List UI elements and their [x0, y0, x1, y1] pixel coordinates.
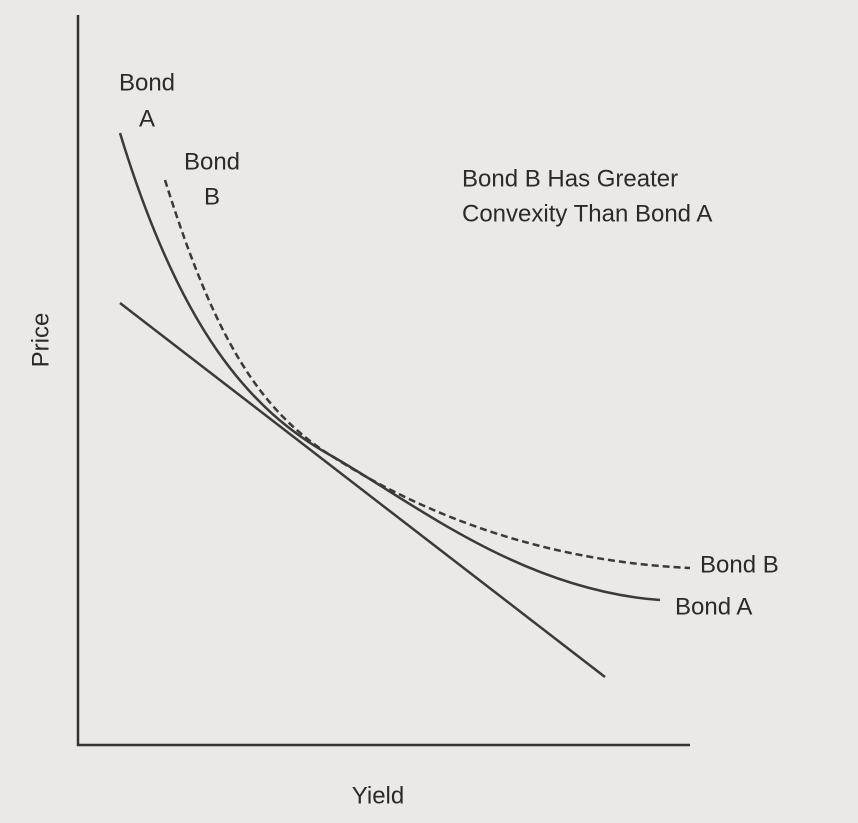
- bond-b-top-label: B: [204, 183, 220, 210]
- bond-b-end-label: Bond B: [700, 551, 779, 578]
- tangent-line: [119, 302, 606, 678]
- y-axis-label: Price: [27, 313, 54, 368]
- annotation: Convexity Than Bond A: [462, 200, 712, 227]
- bond-a-top-label: A: [139, 105, 155, 132]
- bond-a-curve: [118, 132, 661, 602]
- bond-b-top-label: Bond: [184, 148, 240, 175]
- bond-a-top-label: Bond: [119, 69, 175, 96]
- x-axis-label: Yield: [352, 782, 404, 809]
- bond-a-end-label: Bond A: [675, 593, 752, 620]
- annotation: Bond B Has Greater: [462, 165, 678, 192]
- bond-b-curve: [163, 179, 691, 570]
